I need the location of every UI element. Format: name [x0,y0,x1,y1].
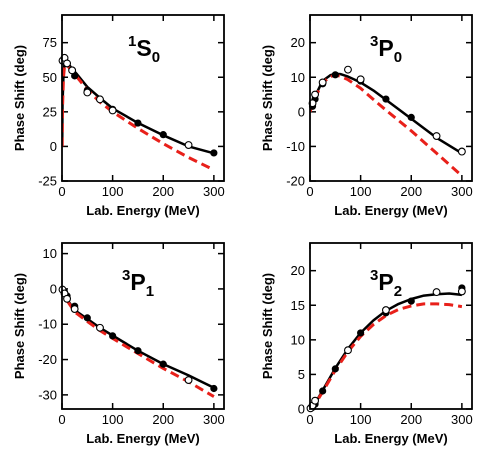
y-axis-label: Phase Shift (deg) [12,45,27,151]
open-circle-point [344,346,352,355]
y-tick-label: -30 [38,387,57,402]
x-tick-label: 100 [350,184,372,199]
y-tick-label: -20 [286,174,305,189]
y-tick-label: -25 [38,174,57,189]
x-tick-label: 300 [203,412,225,427]
filled-circle-point [210,384,218,393]
x-axis-label: Lab. Energy (MeV) [86,203,199,218]
filled-circle-point [331,71,339,79]
x-tick-label: 200 [400,184,422,199]
x-tick-label: 300 [451,184,473,199]
x-tick-label: 200 [400,412,422,427]
panel-3: 0 100 200 300 -30 -20 -10 0 10 Lab. Energy (MeV) P… [12,242,225,446]
y-tick-label: 75 [43,35,57,50]
x-tick-label: 0 [58,412,65,427]
open-circle-point [83,88,92,97]
filled-circle-point [134,119,142,127]
x-tick-label: 0 [306,184,313,199]
open-circle-point [311,396,320,405]
open-circle-point [68,66,77,75]
open-circle-point [457,147,466,156]
y-tick-label: 10 [291,332,305,347]
y-tick-label: -10 [38,317,57,332]
open-circle-point [70,305,79,313]
x-tick-label: 0 [58,184,65,199]
dashed-red-curve [62,63,215,172]
open-circle-point [318,78,327,87]
panel-title: 1S0 [128,33,160,66]
filled-circle-point [109,332,117,340]
open-circle-point [108,106,117,115]
y-tick-label: 20 [291,263,305,278]
x-axis-label: Lab. Energy (MeV) [334,431,447,446]
x-tick-label: 300 [203,184,225,199]
filled-circle-point [159,360,167,368]
open-circle-point [344,65,352,74]
filled-circle-point [382,95,390,103]
filled-circle-point [159,131,167,139]
x-tick-label: 100 [102,184,124,199]
solid-black-curve [62,60,215,155]
filled-circle-point [407,113,415,121]
open-circle-point [311,90,320,99]
x-tick-label: 300 [451,412,473,427]
x-tick-label: 200 [152,412,174,427]
y-tick-label: 20 [291,35,305,50]
x-axis-label: Lab. Energy (MeV) [86,431,199,446]
y-tick-label: 5 [298,367,305,382]
open-circle-point [432,132,441,140]
y-tick-label: -20 [38,352,57,367]
filled-circle-point [134,347,142,355]
open-circle-point [96,323,104,332]
filled-circle-point [210,149,218,157]
x-axis-label: Lab. Energy (MeV) [334,203,447,218]
solid-black-curve [62,288,215,389]
y-axis-label: Phase Shift (deg) [12,273,27,379]
x-tick-label: 200 [152,184,174,199]
open-circle-point [184,141,193,149]
y-tick-label: 50 [43,70,57,85]
filled-circle-point [83,314,91,322]
panel-title: 3P0 [370,33,402,66]
open-circle-point [356,75,365,84]
open-circle-point [96,95,104,104]
panel-2: 0 100 200 300 -20 -10 0 10 20 Lab. Energy (MeV) Ph… [260,14,473,218]
dashed-red-curve [310,73,463,177]
open-circle-point [457,287,466,296]
y-tick-label: 0 [50,139,57,154]
panel-4: 0 100 200 300 0 5 10 15 20 Lab. Energy (MeV) Phase… [260,242,473,446]
y-tick-label: 10 [43,246,57,261]
solid-black-curve [310,72,463,155]
y-tick-label: 10 [291,70,305,85]
x-tick-label: 100 [102,412,124,427]
filled-circle-point [407,297,415,305]
y-axis-label: Phase Shift (deg) [260,45,275,151]
y-tick-label: 0 [298,104,305,119]
plot-frame [61,242,225,410]
open-circle-point [184,376,193,384]
plot-frame [61,14,225,182]
y-tick-label: 0 [298,402,305,417]
x-tick-label: 100 [350,412,372,427]
panel-title: 3P2 [370,267,402,300]
filled-circle-point [331,365,339,373]
y-tick-label: -10 [286,139,305,154]
open-circle-point [63,59,72,68]
y-axis-label: Phase Shift (deg) [260,273,275,379]
open-circle-point [432,288,441,297]
filled-circle-point [319,387,327,395]
open-circle-point [381,306,390,315]
open-circle-point [63,294,72,303]
panel-title: 3P1 [122,267,154,300]
plot-frame [309,14,473,182]
plot-frame [309,242,473,410]
filled-circle-point [357,329,365,337]
y-tick-label: 25 [43,104,57,119]
dashed-red-curve [310,302,463,409]
x-tick-label: 0 [306,412,313,427]
y-tick-label: 0 [50,281,57,296]
y-tick-label: 15 [291,298,305,313]
